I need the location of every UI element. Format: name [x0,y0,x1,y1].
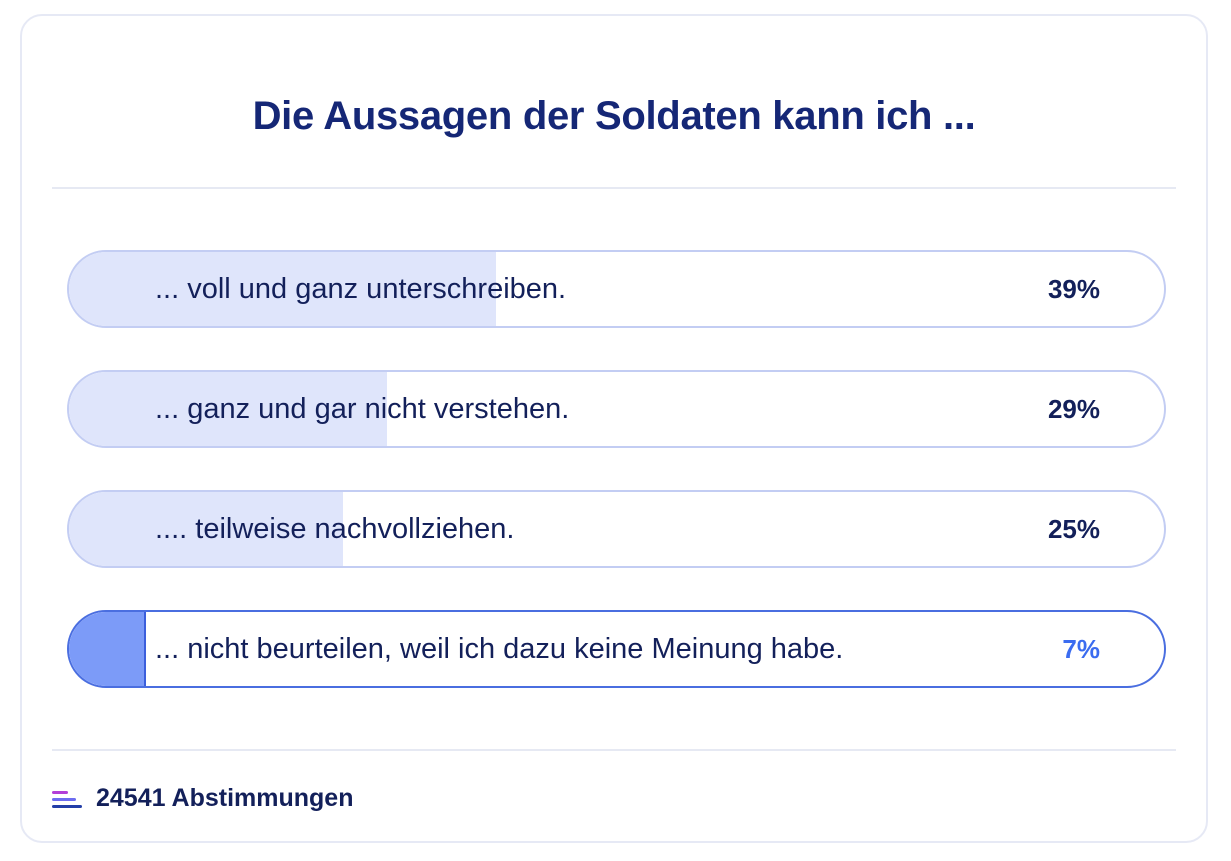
poll-option-3-label: .... teilweise nachvollziehen. [155,512,515,545]
poll-option-3[interactable]: .... teilweise nachvollziehen. 25% [67,490,1166,568]
poll-option-4-percent: 7% [1062,633,1100,664]
poll-option-4[interactable]: ... nicht beurteilen, weil ich dazu kein… [67,610,1166,688]
poll-card: Die Aussagen der Soldaten kann ich ... .… [20,14,1208,843]
poll-footer: 24541 Abstimmungen [52,784,353,813]
poll-option-2-label: ... ganz und gar nicht verstehen. [155,392,570,425]
poll-option-4-label: ... nicht beurteilen, weil ich dazu kein… [155,632,844,665]
poll-option-2[interactable]: ... ganz und gar nicht verstehen. 29% [67,370,1166,448]
poll-option-2-percent: 29% [1047,393,1100,424]
poll-title: Die Aussagen der Soldaten kann ich ... [252,94,976,138]
poll-option-1[interactable]: ... voll und ganz unterschreiben. 39% [67,250,1166,328]
poll-options: ... voll und ganz unterschreiben. 39% ..… [67,250,1166,730]
top-divider [52,187,1176,189]
poll-option-1-label: ... voll und ganz unterschreiben. [155,272,567,305]
poll-option-3-fill [69,492,343,566]
poll-option-4-fill [69,612,146,686]
poll-option-3-percent: 25% [1047,513,1100,544]
bottom-divider [52,749,1176,751]
poll-option-2-fill [69,372,387,446]
poll-option-1-percent: 39% [1047,273,1100,304]
poll-option-1-fill [69,252,497,326]
bar-lines-icon [52,788,82,810]
vote-count: 24541 Abstimmungen [96,784,354,812]
